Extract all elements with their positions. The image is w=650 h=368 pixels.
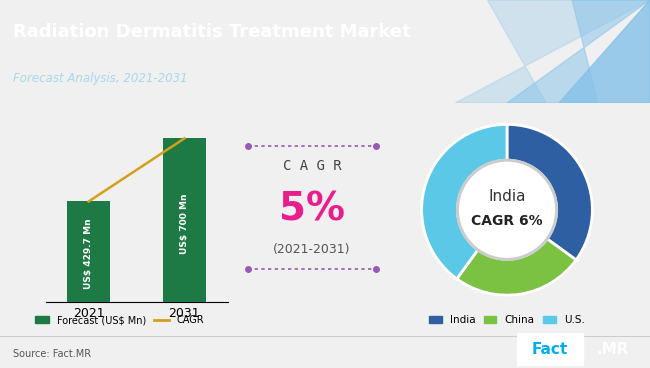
Circle shape	[457, 159, 557, 260]
Wedge shape	[507, 124, 592, 260]
Text: .MR: .MR	[597, 342, 629, 357]
Text: 5%: 5%	[279, 191, 345, 229]
Polygon shape	[559, 0, 650, 103]
Bar	[163, 138, 206, 302]
Text: US$ 429.7 Mn: US$ 429.7 Mn	[84, 218, 93, 289]
Wedge shape	[422, 124, 507, 279]
Polygon shape	[455, 0, 650, 103]
Text: C A G R: C A G R	[283, 159, 341, 173]
Polygon shape	[507, 0, 650, 103]
Text: India: India	[488, 188, 526, 204]
Legend: Forecast (US$ Mn), CAGR: Forecast (US$ Mn), CAGR	[31, 311, 208, 329]
Text: Source: Fact.MR: Source: Fact.MR	[13, 349, 91, 359]
Bar	[67, 202, 110, 302]
Legend: India, China, U.S.: India, China, U.S.	[425, 311, 589, 329]
Text: Fact: Fact	[532, 342, 568, 357]
Wedge shape	[457, 239, 576, 295]
Text: US$ 700 Mn: US$ 700 Mn	[180, 193, 189, 254]
Text: (2021-2031): (2021-2031)	[273, 243, 351, 256]
Circle shape	[460, 162, 554, 257]
Text: Forecast Analysis, 2021-2031: Forecast Analysis, 2021-2031	[13, 72, 188, 85]
Bar	[517, 333, 582, 366]
Text: CAGR 6%: CAGR 6%	[471, 214, 543, 228]
Text: Radiation Dermatitis Treatment Market: Radiation Dermatitis Treatment Market	[13, 23, 411, 41]
